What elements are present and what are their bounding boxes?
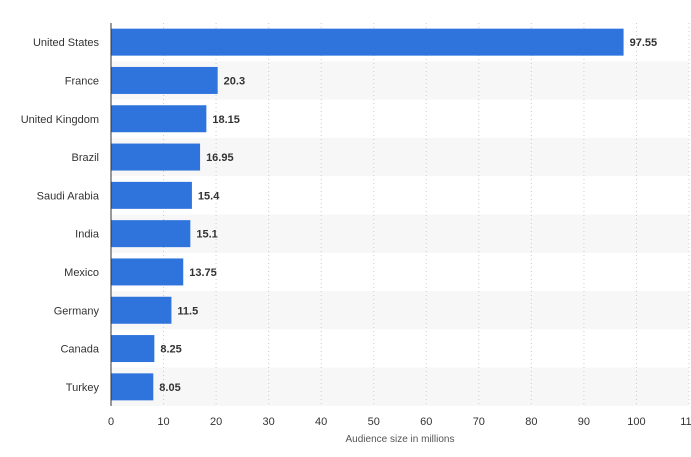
bar	[111, 296, 172, 324]
x-tick-label: 0	[108, 416, 114, 428]
value-label: 15.4	[198, 190, 220, 202]
row-bands	[111, 61, 689, 406]
category-label: United Kingdom	[21, 114, 99, 126]
category-label: Turkey	[66, 382, 100, 394]
value-label: 8.05	[159, 382, 180, 394]
value-labels: 97.55 20.3 18.15 16.95 15.4 15.1 13.75 11.5 8.25…	[159, 37, 657, 394]
bar	[111, 258, 184, 286]
category-label: Canada	[60, 344, 99, 356]
x-axis-title: Audience size in millions	[346, 434, 455, 445]
value-label: 97.55	[630, 37, 658, 49]
bar	[111, 181, 192, 209]
bar	[111, 66, 218, 94]
x-tick-labels: 0 10 20 30 40 50 60 70 80 90 100 110	[108, 416, 691, 428]
bar	[111, 335, 155, 363]
category-label: Saudi Arabia	[37, 190, 100, 202]
x-tick-label: 80	[525, 416, 537, 428]
x-tick-label: 30	[263, 416, 275, 428]
bar	[111, 220, 191, 248]
bar	[111, 105, 207, 133]
row-band	[111, 214, 689, 253]
bar	[111, 373, 154, 401]
row-band	[111, 367, 689, 406]
value-label: 16.95	[206, 152, 234, 164]
x-tick-label: 60	[420, 416, 432, 428]
x-tick-label: 20	[210, 416, 222, 428]
category-label: India	[75, 229, 100, 241]
value-label: 18.15	[212, 114, 240, 126]
x-tick-label: 40	[315, 416, 327, 428]
x-tick-label: 100	[627, 416, 645, 428]
value-label: 15.1	[196, 229, 217, 241]
value-label: 8.25	[160, 344, 181, 356]
category-label: Brazil	[71, 152, 99, 164]
bar	[111, 143, 201, 171]
category-label: Mexico	[64, 267, 99, 279]
x-tick-label: 50	[368, 416, 380, 428]
category-label: Germany	[54, 305, 100, 317]
category-labels: United States France United Kingdom Brazil S…	[21, 37, 100, 394]
x-tick-label: 10	[157, 416, 169, 428]
value-label: 20.3	[224, 75, 245, 87]
x-tick-label: 70	[473, 416, 485, 428]
category-label: France	[65, 75, 99, 87]
value-label: 11.5	[177, 305, 198, 317]
value-label: 13.75	[189, 267, 217, 279]
category-label: United States	[33, 37, 100, 49]
bar	[111, 28, 624, 56]
x-tick-label: 110	[680, 416, 691, 428]
x-tick-label: 90	[578, 416, 590, 428]
bars	[111, 28, 624, 401]
row-band	[111, 291, 689, 330]
row-band	[111, 137, 689, 177]
